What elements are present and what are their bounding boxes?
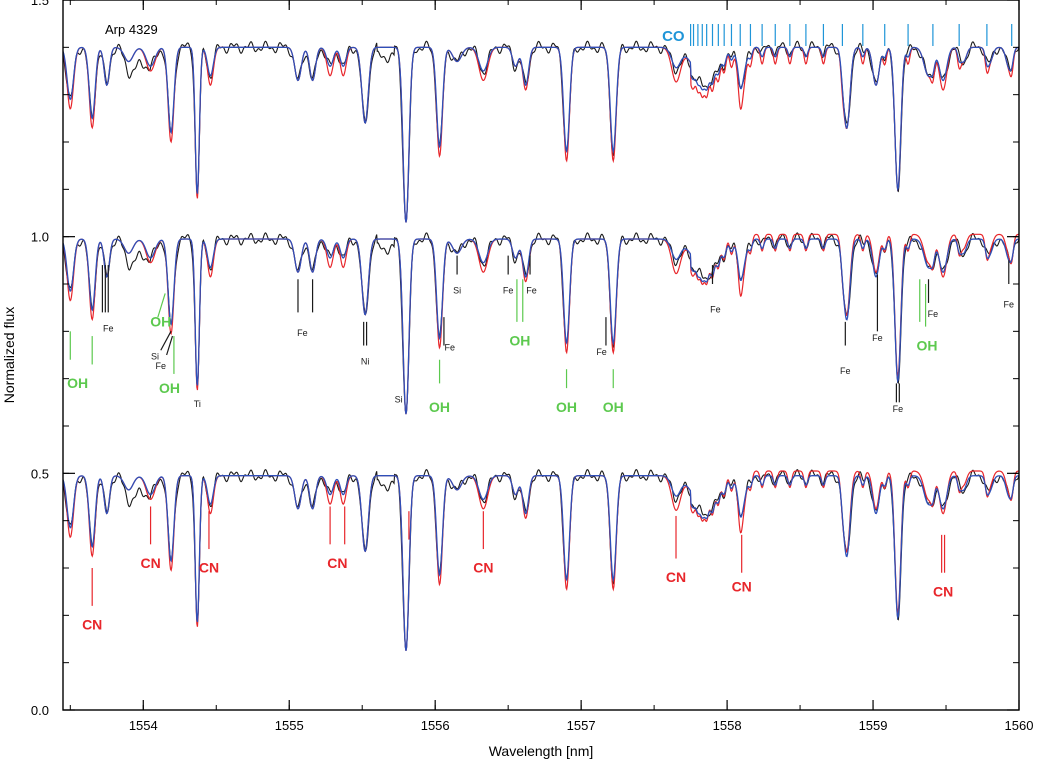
element-ident-label: Fe — [156, 361, 167, 371]
y-tick-label: 0.0 — [31, 703, 49, 718]
element-ident-label: Fe — [445, 342, 456, 352]
cn-label: CN — [140, 555, 160, 571]
oh-label: OH — [159, 380, 180, 396]
element-ident-label: Si — [395, 394, 403, 404]
co-markers: CO — [662, 24, 1013, 46]
element-ident-label: Si — [453, 285, 461, 295]
spectra-group — [63, 40, 1019, 651]
x-tick-label: 1555 — [275, 718, 304, 733]
oh-label: OH — [150, 314, 171, 330]
cn-label: CN — [199, 560, 219, 576]
oh-label: OH — [67, 375, 88, 391]
oh-label: OH — [509, 333, 530, 349]
element-ident-label: Ti — [194, 399, 201, 409]
element-ident-marker — [160, 331, 172, 351]
cn-label: CN — [473, 560, 493, 576]
oh-label: OH — [603, 399, 624, 415]
cn-label: CN — [327, 555, 347, 571]
y-tick-label: 0.5 — [31, 466, 49, 481]
plot-frame — [62, 0, 1020, 711]
element-ident-label: Fe — [872, 333, 883, 343]
x-tick-label: 1554 — [129, 718, 158, 733]
chart-title: Arp 4329 — [105, 22, 158, 37]
x-tick-label: 1558 — [713, 718, 742, 733]
cn-label: CN — [666, 569, 686, 585]
spectrum-obs-panel-1 — [63, 40, 1019, 222]
spectrum-red-panel-2 — [63, 233, 1019, 415]
element-ident-label: Fe — [893, 404, 904, 414]
oh-marker — [157, 293, 166, 318]
x-tick-label: 1560 — [1005, 718, 1034, 733]
element-ident-label: Fe — [596, 347, 607, 357]
y-axis: 0.0 0.5 1.0 1.5 — [31, 0, 1019, 718]
cn-label: CN — [933, 583, 953, 599]
spectrum-blue-panel-2 — [63, 238, 1019, 415]
oh-label: OH — [917, 337, 938, 353]
element-ident-label: Fe — [103, 323, 114, 333]
spectrum-blue-panel-3 — [63, 475, 1019, 651]
element-ident-marker — [166, 335, 174, 356]
cn-label: CN — [82, 617, 102, 633]
element-ident-label: Fe — [503, 285, 514, 295]
element-ident-label: Fe — [297, 328, 308, 338]
element-ident-label: Ni — [361, 356, 370, 366]
y-axis-label: Normalized flux — [1, 307, 17, 403]
element-ident-label: Fe — [928, 309, 939, 319]
y-tick-label: 1.0 — [31, 230, 49, 245]
x-tick-label: 1557 — [567, 718, 596, 733]
oh-label: OH — [429, 399, 450, 415]
x-axis: 1554 1555 1556 1557 1558 1559 1560 — [69, 0, 1034, 733]
spectrum-blue-panel-1 — [63, 46, 1019, 223]
element-ident-label: Si — [151, 352, 159, 362]
element-ident-label: Fe — [840, 366, 851, 376]
spectrum-red-panel-1 — [63, 46, 1019, 223]
x-tick-label: 1559 — [859, 718, 888, 733]
x-tick-label: 1556 — [421, 718, 450, 733]
element-ident-label: Fe — [1004, 300, 1015, 310]
oh-label: OH — [556, 399, 577, 415]
co-label: CO — [662, 28, 685, 45]
element-ident-label: Fe — [710, 304, 721, 314]
spectrum-obs-panel-2 — [63, 232, 1019, 414]
cn-label: CN — [732, 579, 752, 595]
x-axis-label: Wavelength [nm] — [489, 743, 594, 759]
element-ident-label: Fe — [526, 285, 537, 295]
y-tick-label: 1.5 — [31, 0, 49, 8]
